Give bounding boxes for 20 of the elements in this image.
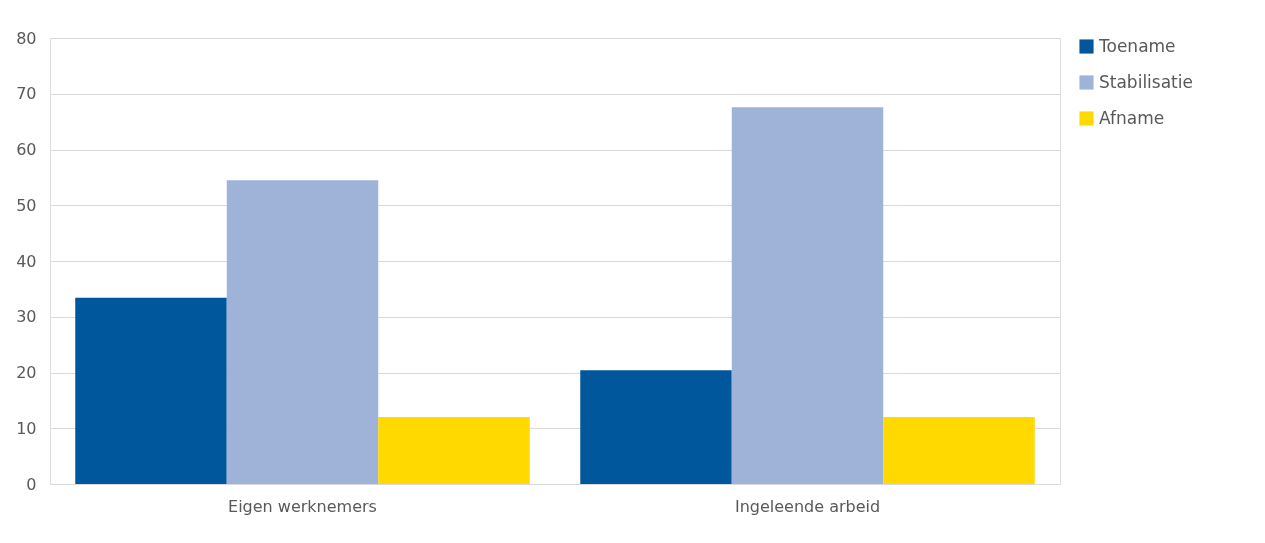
- bar: [731, 107, 884, 484]
- y-tick-label: 30: [16, 307, 37, 327]
- bar: [226, 180, 379, 484]
- x-tick-label: Ingeleende arbeid: [734, 496, 881, 516]
- y-tick-label: 20: [16, 363, 37, 382]
- y-tick-label: 0: [26, 474, 37, 494]
- bar: [580, 370, 732, 484]
- x-tick-label: Eigen werknemers: [228, 496, 377, 516]
- bar: [378, 417, 530, 484]
- y-tick-label: 80: [16, 28, 37, 48]
- y-tick-label: 10: [16, 418, 37, 438]
- legend-label: Afname: [1099, 107, 1165, 128]
- bar: [883, 417, 1035, 484]
- y-tick-label: 70: [16, 84, 37, 104]
- y-tick-label: 60: [16, 140, 37, 159]
- bar: [75, 297, 227, 484]
- legend-label: Toename: [1098, 35, 1176, 56]
- legend-label: Stabilisatie: [1099, 71, 1193, 92]
- y-tick-label: 50: [16, 195, 37, 215]
- y-tick-label: 40: [16, 251, 37, 271]
